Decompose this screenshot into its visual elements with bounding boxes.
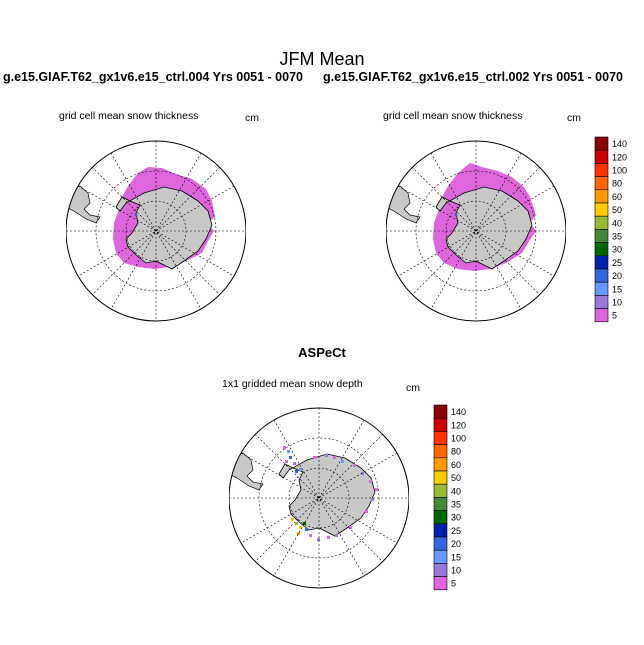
colorbar-tick-label: 25 (451, 526, 461, 536)
colorbar-swatch (433, 523, 448, 538)
right-panel-unit: cm (567, 112, 581, 124)
colorbar-swatch (594, 281, 609, 296)
thin-snow-patch (134, 213, 138, 217)
south-america-land (386, 185, 421, 224)
colorbar-swatch (594, 189, 609, 204)
colorbar-swatch (594, 308, 609, 323)
colorbar-swatch (594, 163, 609, 177)
colorbar-tick-label: 120 (612, 152, 627, 162)
right-polar-map (386, 140, 566, 322)
colorbar-tick-label: 60 (612, 192, 622, 202)
colorbar-tick-label: 140 (451, 407, 466, 417)
colorbar-swatch (594, 215, 609, 230)
colorbar-swatch (594, 229, 609, 243)
colorbar-tick-label: 40 (451, 486, 461, 496)
colorbar-top: 140 120 100 80 60 50 40 35 30 25 20 15 10 5 (594, 136, 627, 323)
colorbar-swatch (594, 295, 609, 309)
right-panel-label: grid cell mean snow thickness (383, 110, 523, 122)
colorbar-swatch (433, 457, 448, 472)
colorbar-swatch (433, 510, 448, 525)
colorbar-tick-label: 140 (612, 139, 627, 149)
colorbar-swatch (433, 470, 448, 485)
colorbar-swatch (433, 549, 448, 564)
colorbar-tick-label: 35 (451, 500, 461, 510)
map-border (66, 140, 246, 322)
map-border (229, 407, 409, 589)
colorbar-tick-label: 40 (612, 218, 622, 228)
colorbar-swatch (594, 242, 609, 257)
colorbar-bottom: 140 120 100 80 60 50 40 35 30 25 20 15 10 5 (433, 404, 466, 591)
left-panel-unit: cm (245, 112, 259, 124)
thin-snow-patch (454, 213, 458, 217)
colorbar-swatch (594, 268, 609, 283)
colorbar-swatch (433, 483, 448, 498)
south-america-land (66, 185, 101, 224)
colorbar-tick-label: 30 (451, 513, 461, 523)
page-title: JFM Mean (279, 49, 365, 69)
colorbar-swatch (433, 497, 448, 511)
left-polar-map (66, 140, 246, 322)
colorbar-swatch (594, 255, 609, 270)
bottom-panel-title: ASPeCt (298, 345, 346, 360)
colorbar-swatch (433, 576, 448, 591)
colorbar-tick-label: 15 (451, 552, 461, 562)
colorbar-tick-label: 80 (612, 179, 622, 189)
colorbar-swatch (433, 563, 448, 577)
map-border (386, 140, 566, 322)
graticule (386, 141, 566, 321)
colorbar-tick-label: 35 (612, 232, 622, 242)
colorbar-tick-label: 20 (451, 539, 461, 549)
south-america-land (229, 452, 264, 491)
colorbar-tick-label: 25 (612, 258, 622, 268)
colorbar-swatch (433, 536, 448, 551)
colorbar-tick-label: 50 (451, 473, 461, 483)
colorbar-swatch (433, 417, 448, 432)
colorbar-tick-label: 5 (612, 311, 617, 321)
bottom-panel-label: 1x1 gridded mean snow depth (222, 378, 363, 390)
colorbar-tick-label: 30 (612, 245, 622, 255)
colorbar-tick-label: 80 (451, 447, 461, 457)
colorbar-tick-label: 50 (612, 205, 622, 215)
colorbar-swatch (594, 149, 609, 164)
run-title-left: g.e15.GIAF.T62_gx1v6.e15_ctrl.004 Yrs 00… (3, 70, 303, 84)
bottom-panel-unit: cm (406, 382, 420, 394)
bottom-polar-map (229, 407, 409, 589)
colorbar-tick-label: 20 (612, 271, 622, 281)
antarctica-land (435, 186, 533, 270)
graticule (66, 141, 246, 321)
run-title-right: g.e15.GIAF.T62_gx1v6.e15_ctrl.002 Yrs 00… (323, 70, 623, 84)
snow-observations (283, 446, 378, 541)
graticule (229, 408, 409, 588)
colorbar-swatch (433, 431, 448, 445)
colorbar-tick-label: 100 (451, 434, 466, 444)
colorbar-swatch (594, 176, 609, 191)
colorbar-swatch (594, 136, 609, 151)
colorbar-tick-label: 10 (451, 566, 461, 576)
colorbar-tick-label: 10 (612, 298, 622, 308)
colorbar-swatch (433, 444, 448, 459)
colorbar-tick-label: 15 (612, 284, 622, 294)
colorbar-tick-label: 60 (451, 460, 461, 470)
colorbar-tick-label: 5 (451, 579, 456, 589)
left-panel-label: grid cell mean snow thickness (59, 110, 199, 122)
colorbar-swatch (433, 404, 448, 419)
colorbar-swatch (594, 202, 609, 217)
colorbar-tick-label: 100 (612, 166, 627, 176)
colorbar-tick-label: 120 (451, 420, 466, 430)
antarctica-land (115, 186, 213, 270)
